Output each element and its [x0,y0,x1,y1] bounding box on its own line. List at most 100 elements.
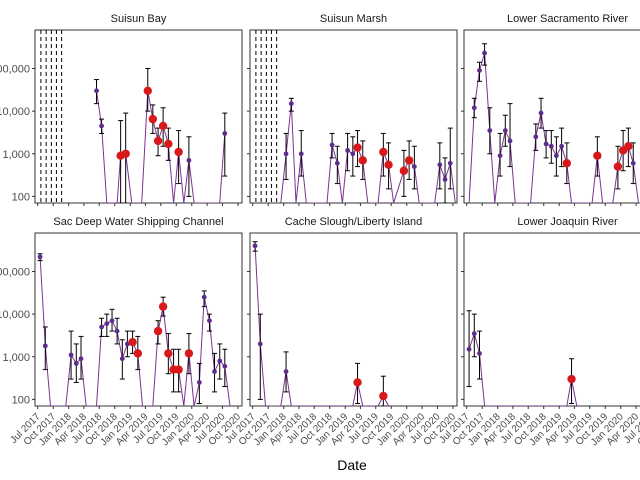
data-point [288,101,294,107]
panel-frame [249,29,458,204]
data-point-highlight [624,142,633,151]
data-point-highlight [174,365,183,374]
series-line [280,103,456,203]
data-point [109,318,115,324]
data-point [482,50,487,56]
data-point [442,177,448,182]
data-point [222,131,228,136]
series-line [254,245,390,406]
data-point [466,346,472,352]
data-point [283,369,289,374]
data-point [78,356,84,362]
facet-title: Sac Deep Water Shipping Channel [53,216,223,228]
data-point [68,352,74,358]
facet-title: Cache Slough/Liberty Island [285,216,423,228]
data-point [73,360,79,366]
data-point [37,254,43,260]
data-point [99,123,104,129]
plot-area [37,253,231,406]
panel-frame [249,232,458,407]
facet-sac-deep-water-shipping-channel: Sac Deep Water Shipping Channel 100 1,000 1… [0,216,243,448]
data-point [477,350,482,356]
data-point [114,328,120,334]
facet-title: Lower Joaquin River [517,216,618,228]
data-point [201,294,207,300]
data-point-highlight [133,349,143,358]
data-point [207,318,212,324]
data-point-highlight [562,159,572,168]
facet-title: Suisun Marsh [320,13,387,25]
data-point [94,88,99,94]
data-point [212,369,217,374]
data-point-highlight [567,374,576,384]
data-point [487,128,493,133]
data-point [99,324,104,330]
data-point [329,142,335,148]
data-point-highlight [358,156,367,165]
data-point [186,157,192,163]
data-point-highlight [353,143,362,152]
data-point [42,343,48,349]
series-line [39,256,231,406]
data-point-highlight [158,302,168,311]
plot-area [468,43,640,203]
data-point [559,143,565,149]
y-tick-label: 100,000 [0,64,30,76]
data-point [502,128,508,133]
y-tick-label: 1,000 [2,149,30,161]
y-tick-label: 100 [12,191,30,203]
facet-title: Lower Sacramento River [507,13,628,25]
data-point-highlight [164,139,173,149]
data-point-highlight [164,349,173,358]
data-point-highlight [184,349,194,358]
data-point [252,243,258,249]
data-point-highlight [379,391,388,401]
facet-suisun-bay: Suisun Bay 100 1,000 10,000 100,000 [0,13,243,206]
data-point [477,68,482,73]
data-point [630,160,636,166]
data-point [222,363,228,369]
facet-lower-sacramento-river: Lower Sacramento River [461,13,640,206]
data-point [543,141,549,147]
y-tick-label: 10,000 [0,106,30,118]
plot-area [255,30,456,203]
data-point-highlight [153,136,163,146]
data-point [411,164,417,169]
data-point [119,356,125,362]
y-tick-label: 10,000 [0,309,30,321]
panel-frame [34,29,243,204]
facet-title: Suisun Bay [111,13,167,25]
y-tick-label: 100,000 [0,267,30,279]
data-point [196,380,202,385]
data-point-highlight [379,147,388,157]
data-point-highlight [399,166,409,175]
data-point [283,151,289,157]
data-point-highlight [143,86,152,95]
data-point-highlight [404,156,414,165]
data-point-highlight [121,149,130,158]
data-point [217,358,223,364]
data-point [345,147,351,153]
plot-area [466,310,578,406]
data-point-highlight [148,114,158,124]
plot-area [252,241,390,406]
panel-frame [463,232,640,407]
y-tick-label: 1,000 [2,352,30,364]
panel-frame [463,29,640,204]
data-point [437,162,443,168]
data-point-highlight [353,378,362,387]
data-point [471,331,477,336]
facet-suisun-marsh: Suisun Marsh [247,13,458,206]
data-point-highlight [593,151,602,160]
data-point [471,105,477,111]
data-point [548,143,554,149]
data-point [447,160,453,166]
data-point-highlight [128,337,137,347]
data-point [538,110,544,116]
data-point-highlight [384,160,393,170]
data-point [507,138,513,144]
data-point [334,160,340,166]
plot-area [40,30,228,203]
